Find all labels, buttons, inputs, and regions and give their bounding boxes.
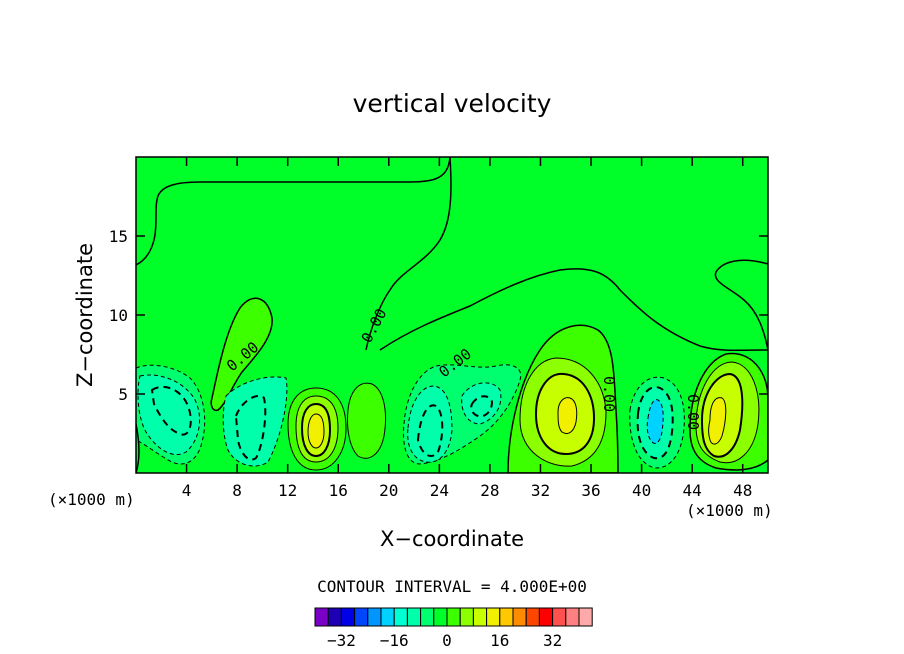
colorbar-swatch: [512, 607, 527, 627]
colorbar-swatch: [327, 607, 342, 627]
x-tick-label: 44: [683, 481, 702, 500]
contour-label-e: 0.00: [684, 394, 702, 430]
y-tick-label: 10: [109, 306, 128, 325]
y-tick-label: 5: [118, 385, 128, 404]
colorbar-swatch: [314, 607, 329, 627]
colorbar-swatch: [552, 607, 567, 627]
colorbar-swatch: [380, 607, 395, 627]
colorbar-swatch: [486, 607, 501, 627]
zero-contour-right: [365, 157, 452, 351]
x-tick-label: 4: [182, 481, 192, 500]
colorbar-tick-label: −16: [380, 631, 409, 650]
x-tick-label: 36: [581, 481, 600, 500]
colorbar-swatch: [525, 607, 540, 627]
x-unit-left: (×1000 m): [48, 490, 135, 509]
negative-contour-22: [416, 404, 444, 457]
x-tick-label: 20: [379, 481, 398, 500]
x-tick-label: 8: [232, 481, 242, 500]
colorbar-tick-label: −32: [327, 631, 356, 650]
x-axis-label: X−coordinate: [380, 527, 524, 551]
negative-region-41c: [646, 399, 664, 445]
negative-contour-27: [470, 395, 494, 418]
contour-interval-text: CONTOUR INTERVAL = 4.000E+00: [317, 577, 587, 596]
colorbar-tick-label: 0: [442, 631, 452, 650]
contour-label-d: 0.00: [600, 376, 618, 412]
positive-region-34d: [557, 397, 578, 435]
x-tick-label: 24: [430, 481, 449, 500]
colorbar-labels: −32 −16 0 16 32: [327, 631, 562, 650]
y-axis-label: Z−coordinate: [73, 243, 97, 387]
zero-contour-hump: [379, 268, 768, 352]
zero-contour-main: [136, 157, 451, 266]
colorbar-swatch: [367, 607, 382, 627]
colorbar-swatch: [459, 607, 474, 627]
colorbar: [314, 607, 593, 627]
x-tick-label: 40: [632, 481, 651, 500]
y-axis: 5 10 15: [109, 227, 768, 404]
chart-title: vertical velocity: [353, 89, 552, 118]
y-tick-label: 15: [109, 227, 128, 246]
colorbar-swatch: [472, 607, 488, 627]
positive-region-14d: [307, 413, 325, 449]
x-tick-label: 32: [531, 481, 550, 500]
x-tick-label: 48: [733, 481, 752, 500]
negative-region-27: [461, 382, 502, 425]
colorbar-swatch: [393, 607, 408, 627]
contour-field: [136, 157, 768, 473]
colorbar-tick-label: 32: [543, 631, 562, 650]
positive-region-18: [347, 382, 386, 459]
colorbar-swatch: [420, 607, 435, 627]
negative-region-22b: [407, 385, 453, 463]
colorbar-swatch: [565, 607, 580, 627]
zero-contour-far-right: [714, 259, 768, 351]
x-tick-label: 28: [480, 481, 499, 500]
colorbar-swatch: [433, 607, 448, 627]
x-tick-label: 12: [278, 481, 297, 500]
colorbar-swatch: [354, 607, 369, 627]
x-tick-label: 16: [329, 481, 348, 500]
zero-contour-island: [210, 297, 273, 412]
colorbar-swatch: [538, 607, 554, 627]
colorbar-swatch: [578, 607, 593, 627]
negative-contour-9: [234, 395, 267, 461]
colorbar-swatch: [340, 607, 356, 627]
x-axis: 4 8 12 16 20 24 28 32 36 40 44 48: [182, 157, 752, 500]
colorbar-swatch: [446, 607, 461, 627]
positive-region-45d: [708, 397, 727, 445]
colorbar-swatch: [406, 607, 422, 627]
zero-contour-low: [136, 423, 140, 473]
x-unit-right: (×1000 m): [686, 501, 773, 520]
colorbar-tick-label: 16: [490, 631, 509, 650]
colorbar-swatch: [499, 607, 514, 627]
